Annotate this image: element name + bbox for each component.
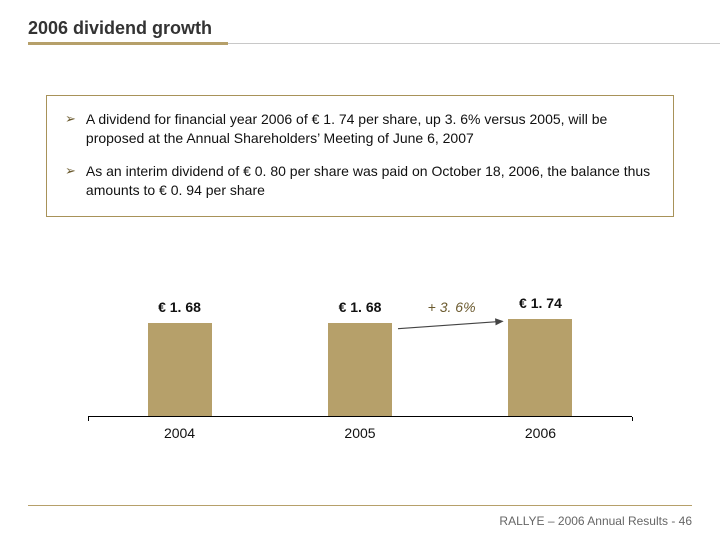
page-title: 2006 dividend growth xyxy=(28,18,692,53)
dividend-bar-chart: € 1. 682004€ 1. 682005€ 1. 742006+ 3. 6% xyxy=(78,265,642,445)
footer-text: RALLYE – 2006 Annual Results - 46 xyxy=(499,514,692,528)
chevron-icon: ➢ xyxy=(65,110,76,148)
bullet-item: ➢ A dividend for financial year 2006 of €… xyxy=(65,110,655,148)
footer-rule xyxy=(28,505,692,506)
callout-box: ➢ A dividend for financial year 2006 of €… xyxy=(46,95,674,217)
slide-root: 2006 dividend growth ➢ A dividend for fin… xyxy=(0,0,720,540)
title-underline xyxy=(28,42,720,45)
bullet-text: A dividend for financial year 2006 of € … xyxy=(86,110,655,148)
arrow-icon xyxy=(78,265,642,445)
bullet-item: ➢ As an interim dividend of € 0. 80 per s… xyxy=(65,162,655,200)
chevron-icon: ➢ xyxy=(65,162,76,200)
bullet-text: As an interim dividend of € 0. 80 per sh… xyxy=(86,162,655,200)
title-underline-brown xyxy=(28,42,228,45)
